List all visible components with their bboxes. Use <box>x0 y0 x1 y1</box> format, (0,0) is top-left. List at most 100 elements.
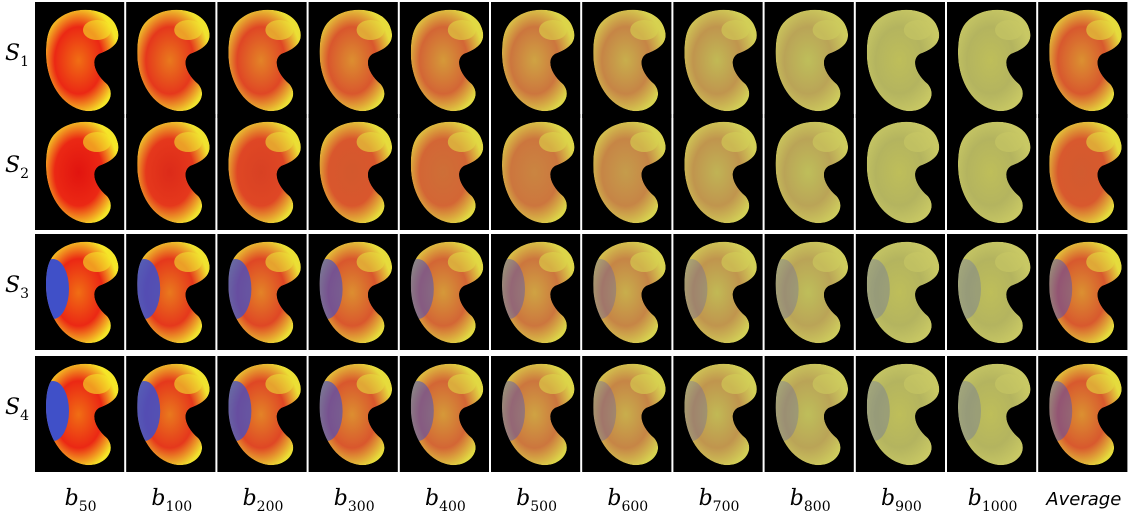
kidney <box>1049 363 1122 466</box>
kidney <box>502 9 575 112</box>
tile <box>35 234 125 350</box>
label: S4 <box>5 395 29 424</box>
blue-region <box>866 381 890 441</box>
kidney <box>684 121 757 224</box>
label: b900 <box>881 486 922 515</box>
tile <box>673 2 763 118</box>
label: b200 <box>243 486 284 515</box>
kidney <box>319 9 393 112</box>
blue-region <box>46 259 69 319</box>
kidney <box>137 9 210 112</box>
blue-region <box>1049 381 1073 441</box>
highlight <box>447 252 476 272</box>
highlight <box>83 20 111 40</box>
kidney <box>775 241 848 344</box>
kidney <box>866 241 940 344</box>
label: b800 <box>790 486 831 515</box>
tile <box>582 234 672 350</box>
kidney <box>137 241 210 344</box>
highlight <box>903 20 932 40</box>
highlight <box>356 132 385 152</box>
tile <box>947 234 1037 350</box>
tile <box>308 234 398 350</box>
blue-region <box>1049 259 1073 319</box>
label: b100 <box>151 486 192 515</box>
tile <box>1038 356 1128 472</box>
label: b50 <box>65 486 97 515</box>
kidney <box>137 121 210 224</box>
highlight <box>356 252 385 272</box>
blue-region <box>228 259 252 319</box>
highlight <box>812 20 841 40</box>
kidney <box>775 121 848 224</box>
highlight <box>174 252 203 272</box>
highlight <box>356 20 385 40</box>
highlight <box>539 20 567 40</box>
highlight <box>995 132 1023 152</box>
kidney <box>46 363 119 466</box>
highlight <box>721 20 750 40</box>
tile <box>217 234 307 350</box>
highlight <box>356 374 385 394</box>
tile <box>35 356 125 472</box>
tile <box>491 356 581 472</box>
blue-region <box>319 381 343 441</box>
highlight <box>903 132 932 152</box>
highlight <box>1086 20 1115 40</box>
highlight <box>721 252 750 272</box>
kidney <box>684 363 757 466</box>
highlight <box>539 252 567 272</box>
kidney <box>684 9 757 112</box>
tile <box>308 356 398 472</box>
tile <box>126 2 216 118</box>
highlight <box>630 20 659 40</box>
tile <box>1038 2 1128 118</box>
kidney <box>866 9 940 112</box>
tile <box>582 356 672 472</box>
highlight <box>1086 252 1115 272</box>
blue-region <box>684 259 708 319</box>
label: b600 <box>607 486 648 515</box>
tile <box>35 2 125 118</box>
blue-region <box>593 381 617 441</box>
highlight <box>995 20 1023 40</box>
kidney <box>593 121 666 224</box>
tile <box>126 356 216 472</box>
kidney <box>228 241 301 344</box>
kidney <box>410 121 484 224</box>
tile <box>582 2 672 118</box>
kidney <box>46 241 119 344</box>
highlight <box>174 132 203 152</box>
highlight <box>630 374 659 394</box>
tile <box>126 234 216 350</box>
tile <box>126 114 216 230</box>
kidney <box>593 363 666 466</box>
kidney <box>410 363 484 466</box>
blue-region <box>593 259 617 319</box>
blue-region <box>775 259 799 319</box>
tile <box>673 356 763 472</box>
tile <box>217 114 307 230</box>
kidney <box>958 241 1031 344</box>
kidney <box>593 241 666 344</box>
highlight <box>539 132 567 152</box>
blue-region <box>684 381 708 441</box>
highlight <box>721 132 750 152</box>
label: b300 <box>334 486 375 515</box>
highlight <box>539 374 567 394</box>
label: S2 <box>5 153 29 182</box>
highlight <box>83 374 111 394</box>
kidney <box>866 363 940 466</box>
label: S1 <box>5 41 29 70</box>
label: b1000 <box>968 486 1018 515</box>
tile <box>947 2 1037 118</box>
tile <box>764 2 854 118</box>
tile <box>491 114 581 230</box>
tile <box>491 234 581 350</box>
tile <box>855 234 945 350</box>
highlight <box>83 252 111 272</box>
highlight <box>995 252 1023 272</box>
kidney <box>502 363 575 466</box>
blue-region <box>958 381 981 441</box>
